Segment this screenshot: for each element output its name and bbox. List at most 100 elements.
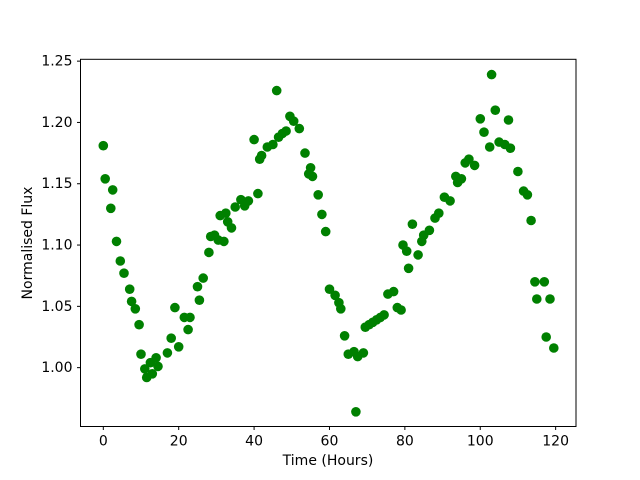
data-point bbox=[147, 369, 158, 379]
data-point bbox=[490, 105, 501, 115]
data-point bbox=[151, 353, 161, 363]
axes-frame bbox=[80, 58, 577, 428]
data-point bbox=[136, 349, 146, 360]
data-point bbox=[434, 208, 444, 218]
data-point bbox=[445, 196, 455, 206]
data-point bbox=[307, 171, 318, 182]
data-point bbox=[170, 302, 180, 313]
data-point bbox=[107, 185, 118, 195]
y-tick-label: 1.25 bbox=[41, 54, 72, 70]
x-tick-label: 0 bbox=[99, 434, 108, 450]
data-point bbox=[173, 342, 184, 352]
data-point bbox=[130, 304, 141, 314]
data-point bbox=[317, 209, 327, 220]
data-point bbox=[153, 361, 163, 372]
data-points bbox=[98, 69, 559, 417]
data-point bbox=[140, 364, 150, 374]
data-point bbox=[469, 160, 480, 171]
data-point bbox=[324, 284, 335, 295]
data-point bbox=[194, 295, 205, 306]
data-point bbox=[320, 226, 331, 237]
data-point bbox=[134, 319, 144, 330]
data-point bbox=[271, 85, 282, 96]
data-point bbox=[379, 310, 389, 320]
data-point bbox=[219, 236, 229, 247]
data-point bbox=[339, 331, 350, 341]
data-point bbox=[396, 305, 406, 315]
x-tick-label: 100 bbox=[467, 434, 494, 450]
data-point bbox=[336, 304, 346, 314]
data-point bbox=[305, 163, 316, 173]
data-point bbox=[253, 188, 263, 199]
data-point bbox=[522, 190, 533, 200]
data-point bbox=[503, 115, 514, 125]
data-point bbox=[456, 174, 467, 184]
x-axis-label: Time (Hours) bbox=[282, 453, 374, 469]
data-point bbox=[281, 126, 291, 136]
data-point bbox=[530, 277, 540, 287]
data-point bbox=[526, 215, 536, 226]
data-point bbox=[330, 290, 340, 301]
data-point bbox=[479, 127, 489, 137]
data-point bbox=[126, 296, 137, 307]
x-tick-label: 120 bbox=[542, 434, 569, 450]
data-point bbox=[539, 277, 550, 287]
data-point bbox=[204, 247, 214, 258]
axes-spines bbox=[80, 58, 577, 428]
data-point bbox=[198, 273, 208, 283]
data-point bbox=[513, 166, 523, 177]
data-point bbox=[407, 219, 418, 229]
data-point bbox=[413, 250, 423, 260]
y-tick-label: 1.20 bbox=[41, 115, 72, 131]
data-point bbox=[464, 154, 474, 164]
x-tick-label: 60 bbox=[321, 434, 339, 450]
data-point bbox=[388, 286, 399, 297]
x-tick-label: 20 bbox=[170, 434, 188, 450]
y-tick-label: 1.00 bbox=[41, 360, 72, 376]
data-point bbox=[313, 190, 324, 200]
data-point bbox=[185, 312, 195, 323]
data-point bbox=[505, 143, 516, 153]
data-point bbox=[475, 114, 486, 124]
data-point bbox=[192, 281, 203, 292]
data-point bbox=[351, 407, 361, 417]
data-point bbox=[115, 256, 126, 266]
data-point bbox=[545, 294, 555, 304]
data-point bbox=[183, 324, 193, 335]
data-point bbox=[221, 208, 231, 218]
data-point bbox=[532, 294, 542, 304]
data-point bbox=[166, 333, 176, 344]
data-point bbox=[268, 139, 278, 150]
data-point bbox=[162, 348, 173, 358]
data-point bbox=[124, 284, 135, 295]
data-point bbox=[111, 236, 122, 247]
data-point bbox=[549, 343, 559, 353]
data-point bbox=[119, 268, 129, 279]
x-ticks: 0 20 40 60 80 100 120 bbox=[99, 426, 569, 450]
data-point bbox=[288, 116, 299, 126]
data-point bbox=[294, 123, 305, 134]
x-tick-label: 80 bbox=[396, 434, 414, 450]
data-point bbox=[230, 202, 240, 212]
y-tick-label: 1.15 bbox=[41, 176, 72, 192]
y-tick-label: 1.10 bbox=[41, 238, 72, 254]
y-ticks: 1.00 1.05 1.10 1.15 1.20 1.25 bbox=[41, 54, 81, 376]
data-point bbox=[401, 246, 412, 256]
data-point bbox=[424, 225, 435, 236]
data-point bbox=[256, 150, 267, 161]
data-point bbox=[243, 196, 254, 206]
data-point bbox=[100, 174, 110, 184]
data-point bbox=[486, 69, 497, 80]
data-point bbox=[226, 223, 237, 233]
data-point bbox=[358, 348, 369, 358]
data-point bbox=[98, 140, 109, 151]
data-point bbox=[541, 332, 551, 342]
y-tick-label: 1.05 bbox=[41, 299, 72, 315]
data-point bbox=[249, 134, 259, 145]
data-point bbox=[484, 142, 495, 152]
y-axis-label: Normalised Flux bbox=[20, 186, 36, 300]
data-point bbox=[106, 203, 116, 214]
data-point bbox=[403, 263, 414, 274]
